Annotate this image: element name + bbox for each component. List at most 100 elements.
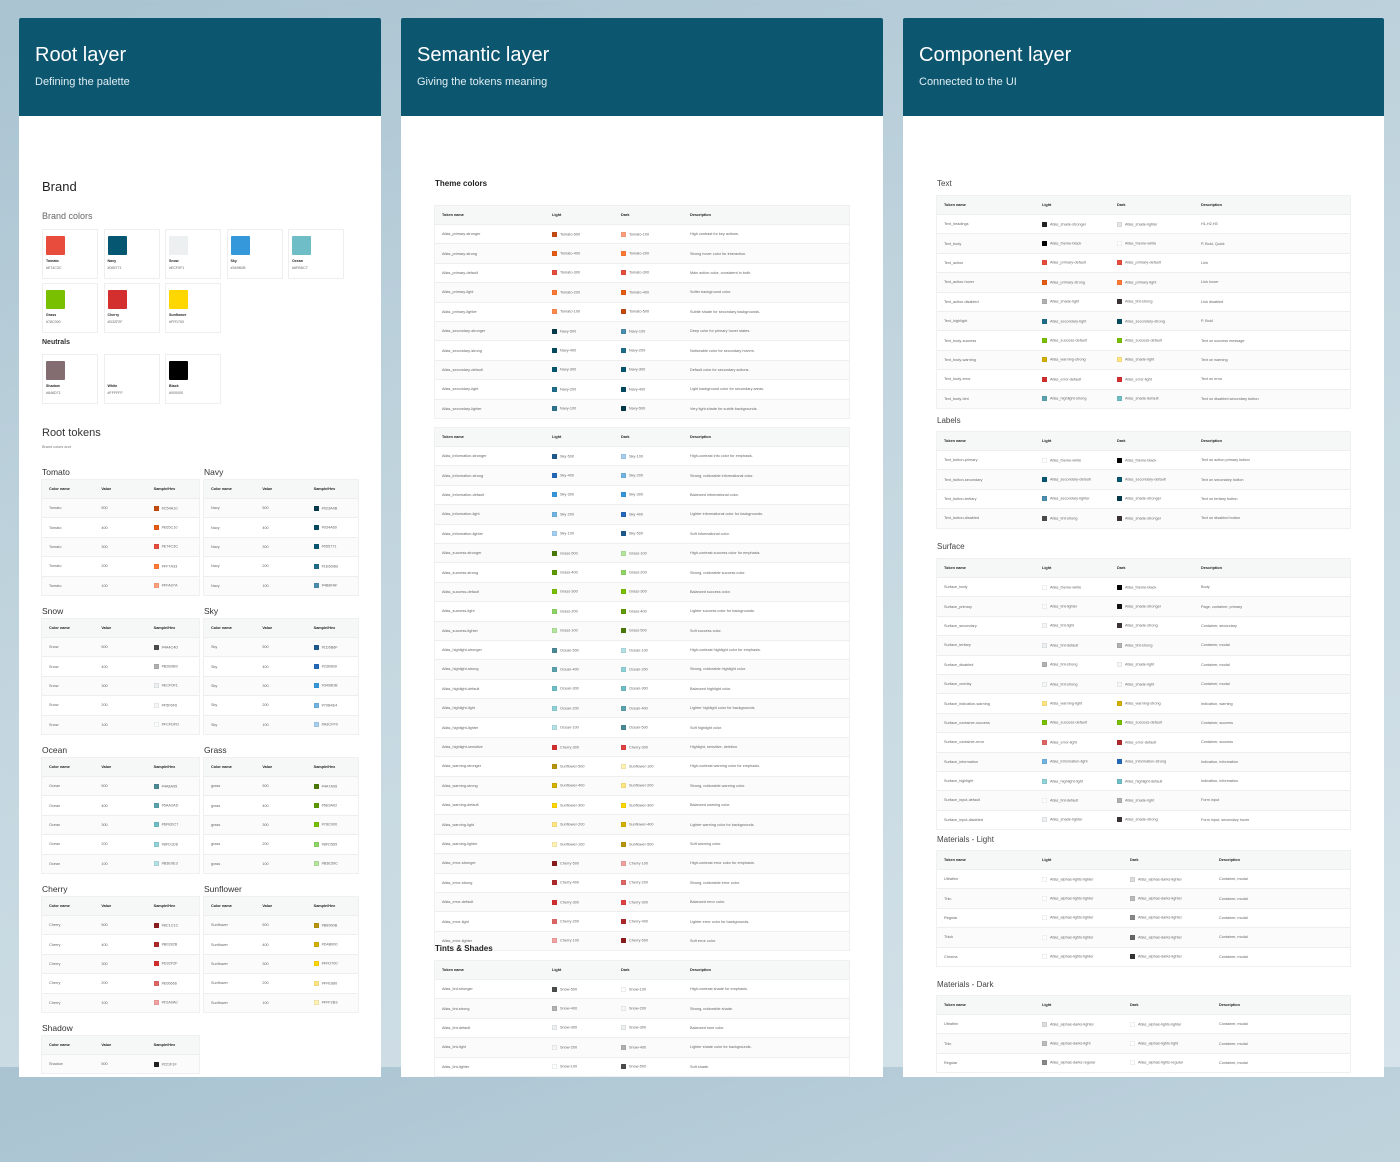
light-value-cell: Atlas_primary-strong [1035, 272, 1110, 293]
column-header: Sample/Hex [146, 1036, 199, 1055]
color-name-cell: Sky [204, 656, 256, 677]
table-row: Sky 100 #A3CFF0 [204, 714, 358, 734]
hex-text: #E74C3C [161, 544, 179, 549]
light-value-cell: Atlas_tint-lighter [1035, 596, 1110, 617]
table-row: Sunflower 100 #FFF2B3 [204, 992, 358, 1012]
description-cell: Strong, noticeable shade. [683, 998, 849, 1019]
table-row: Shadow 500 #221F1F [42, 1054, 199, 1074]
dark-value: Ocean-400 [629, 706, 648, 711]
light-value: Atlas_secondary-lighter [1050, 496, 1090, 501]
dark-value-cell: Atlas_success-default [1110, 330, 1194, 351]
table-row: Navy 200 #1E6D8B [204, 556, 358, 577]
description-cell: Soft highlight color. [683, 717, 849, 738]
table-header-row: Token name Light Dark Description [937, 432, 1350, 451]
value-cell: 100 [94, 992, 147, 1012]
color-swatch-icon [621, 986, 626, 992]
color-swatch-icon [621, 309, 626, 315]
light-value-cell: Atlas_warning-strong [1035, 349, 1110, 370]
description-cell: High contrast for key actions. [683, 223, 849, 244]
table-row: Text_highlight Atlas_secondary-light Atlas… [937, 310, 1350, 331]
sample-hex-cell: #D32F2F [146, 953, 199, 974]
table-row: Atlas_primary-strong Tomato-400 Tomato-200… [435, 243, 849, 264]
light-value-cell: Ocean-100 [545, 717, 614, 738]
table-header-row: Token name Light Dark Description [937, 196, 1350, 215]
table-row: Surface_primary Atlas_tint-lighter Atlas_s… [937, 596, 1350, 617]
dark-value-cell: Atlas_alphas-darks-lighter [1123, 907, 1212, 928]
token-name-cell: Text_highlight [937, 310, 1035, 331]
table-row: Chroma Atlas_alphas-lights-lighter Atlas_a… [937, 946, 1350, 966]
dark-value-cell: Atlas_highlight-default [1110, 770, 1194, 791]
sample-hex-cell: #B2B0B0 [146, 656, 199, 677]
light-value-cell: Sunflower-200 [545, 814, 614, 835]
table-header-row: Token name Light Dark Description [937, 559, 1350, 578]
color-swatch-icon [552, 899, 557, 905]
dark-value-cell: Ocean-200 [614, 659, 683, 680]
light-value: Ocean-100 [560, 725, 579, 730]
dark-value-cell: Atlas_theme-black [1110, 576, 1194, 597]
dark-value: Atlas_tint-strong [1125, 643, 1153, 648]
dark-value-cell: Atlas_shade-strong [1110, 615, 1194, 636]
color-swatch-icon [552, 406, 557, 412]
token-name-cell: Atlas_error-strong [435, 872, 545, 893]
dark-value-cell: Atlas_shade-stronger [1110, 596, 1194, 617]
color-swatch-icon [1117, 623, 1122, 629]
dark-value: Cherry-100 [629, 861, 648, 866]
token-name-cell: Regular [937, 907, 1035, 928]
token-table: Token name Light Dark Description Ultrathin A… [937, 996, 1350, 1073]
dark-value-cell: Atlas_shade-light [1110, 654, 1194, 675]
table-row: Navy 300 #055771 [204, 536, 358, 557]
column-header: Token name [435, 428, 545, 447]
dark-value: Atlas_shade-lighter [1125, 222, 1158, 227]
light-value-cell: Atlas_shade-stronger [1035, 213, 1110, 234]
color-swatch-icon [621, 1006, 626, 1012]
color-swatch-icon [1042, 642, 1047, 648]
description-cell: Lighter success color for backgrounds. [683, 601, 849, 622]
dark-value-cell: Navy-500 [614, 398, 683, 418]
table-header-row: Color name Value Sample/Hex [42, 758, 199, 777]
token-group: Ocean Color name Value Sample/Hex Ocean 500 #4… [42, 745, 199, 884]
color-name-cell: Sky [204, 675, 256, 696]
light-value-cell: Snow-500 [545, 978, 614, 999]
color-swatch-icon [1117, 496, 1122, 502]
color-hex: #000000 [169, 391, 183, 395]
color-name-cell: Ocean [42, 834, 95, 855]
dark-value-cell: Atlas_alphas-darks-lighter [1123, 888, 1212, 909]
table-header-row: Token name Light Dark Description [435, 961, 849, 980]
dark-value: Atlas_shade-light [1125, 798, 1155, 803]
dark-value-cell: Sunflower-100 [614, 756, 683, 777]
value-cell: 400 [94, 656, 147, 677]
dark-value: Atlas_alphas-darks-lighter [1138, 896, 1182, 901]
hex-text: #034A60 [321, 525, 337, 530]
section-title: Materials - Dark [937, 980, 994, 989]
table-row: Snow 300 #ECF0F1 [42, 675, 199, 696]
tints-shades-table: Token name Light Dark Description Atlas_tint… [435, 961, 849, 1076]
token-name-cell: Atlas_warning-strong [435, 775, 545, 796]
color-swatch-icon [552, 511, 557, 517]
token-name-cell: Atlas_warning-default [435, 795, 545, 815]
light-value-cell: Sunflower-500 [545, 756, 614, 777]
table-row: Atlas_success-stronger Grass-500 Grass-100… [435, 542, 849, 563]
column-header: Value [94, 480, 147, 499]
table-row: Atlas_tint-stronger Snow-500 Snow-100 High-… [435, 978, 849, 999]
light-value-cell: Cherry-100 [545, 930, 614, 951]
value-cell: 100 [94, 575, 147, 595]
light-value: Tomato-400 [560, 251, 581, 256]
color-swatch-icon [1042, 876, 1047, 882]
color-swatch-icon [1042, 778, 1047, 784]
table-row: Regular Atlas_alphas-darks-regular Atlas_a… [937, 1052, 1350, 1073]
color-swatch-icon [153, 505, 159, 511]
color-swatch-icon [313, 683, 319, 689]
color-swatch-icon [313, 841, 319, 847]
color-name-cell: grass [204, 795, 256, 816]
color-swatch-icon [1042, 376, 1047, 382]
light-value: Atlas_information-light [1050, 759, 1088, 764]
dark-value: Atlas_alphas-lights-light [1138, 1041, 1179, 1046]
token-name-cell: Surface_tertiary [937, 635, 1035, 656]
column-header: Color name [204, 897, 256, 916]
color-swatch-icon [552, 328, 557, 334]
light-value: Cherry-100 [560, 938, 579, 943]
value-cell: 300 [94, 536, 147, 557]
dark-value: Atlas_alphas-darks-lighter [1138, 877, 1182, 882]
hex-text: #B3E0E3 [161, 861, 178, 866]
dark-value-cell: Grass-200 [614, 562, 683, 583]
